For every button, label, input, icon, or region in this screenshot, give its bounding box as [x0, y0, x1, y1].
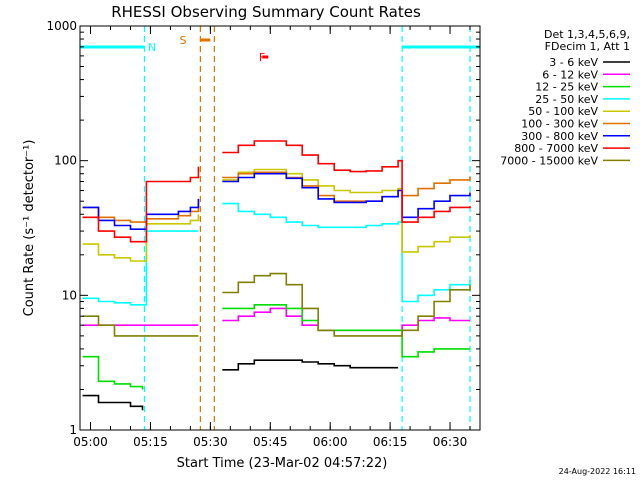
y-axis-label: Count Rate (s⁻¹ detector⁻¹) — [22, 140, 37, 317]
plot-area: N S F — [80, 26, 480, 430]
series-line-4 — [82, 168, 471, 262]
y-tick-label: 100 — [54, 154, 77, 168]
x-tick-label: 05:00 — [73, 435, 108, 449]
x-tick-label: 05:15 — [133, 435, 168, 449]
series-line-0 — [82, 359, 399, 411]
y-axis: 1 10 100 1000 — [46, 19, 480, 437]
annotation-s-label: S — [180, 34, 187, 47]
legend-entry-label: 50 - 100 keV — [528, 105, 598, 118]
annotation-n-label: N — [148, 41, 156, 54]
x-tick-label: 06:30 — [433, 435, 468, 449]
legend-header-line: Det 1,3,4,5,6,9, — [544, 28, 630, 41]
x-tick-label: 06:15 — [373, 435, 408, 449]
legend-entry-label: 800 - 7000 keV — [514, 142, 598, 155]
series-line-3 — [82, 202, 471, 306]
legend-entry-label: 7000 - 15000 keV — [500, 154, 598, 167]
y-tick-label: 1 — [69, 423, 77, 437]
legend-entry-label: 3 - 6 keV — [549, 56, 598, 69]
x-axis-label: Start Time (23-Mar-02 04:57:22) — [177, 456, 388, 471]
y-tick-label: 1000 — [46, 19, 77, 33]
legend: Det 1,3,4,5,6,9,FDecim 1, Att 1 3 - 6 keV… — [500, 28, 630, 167]
x-tick-label: 05:30 — [193, 435, 228, 449]
legend-entry-label: 12 - 25 keV — [535, 81, 598, 94]
series-line-2 — [82, 304, 470, 390]
footer-date: 24-Aug-2022 16:11 — [559, 467, 636, 476]
legend-entry-label: 300 - 800 keV — [521, 130, 598, 143]
legend-entry-label: 100 - 300 keV — [521, 118, 598, 131]
legend-entry-label: 25 - 50 keV — [535, 93, 598, 106]
plot-frame — [79, 25, 481, 431]
chart-title: RHESSI Observing Summary Count Rates — [111, 3, 421, 21]
series-line-8 — [82, 272, 471, 337]
legend-entry-label: 6 - 12 keV — [542, 68, 598, 81]
x-tick-label: 05:45 — [253, 435, 288, 449]
series-line-7 — [82, 140, 471, 243]
series-line-6 — [82, 172, 471, 230]
legend-header-line: FDecim 1, Att 1 — [545, 40, 630, 53]
annotation-f-label: F — [259, 51, 265, 64]
series-line-5 — [82, 171, 471, 223]
x-tick-label: 06:00 — [313, 435, 348, 449]
y-tick-label: 10 — [62, 288, 77, 302]
x-axis: 05:00 05:15 05:30 05:45 06:00 06:15 06:30 — [73, 26, 471, 449]
series-line-1 — [82, 307, 470, 332]
